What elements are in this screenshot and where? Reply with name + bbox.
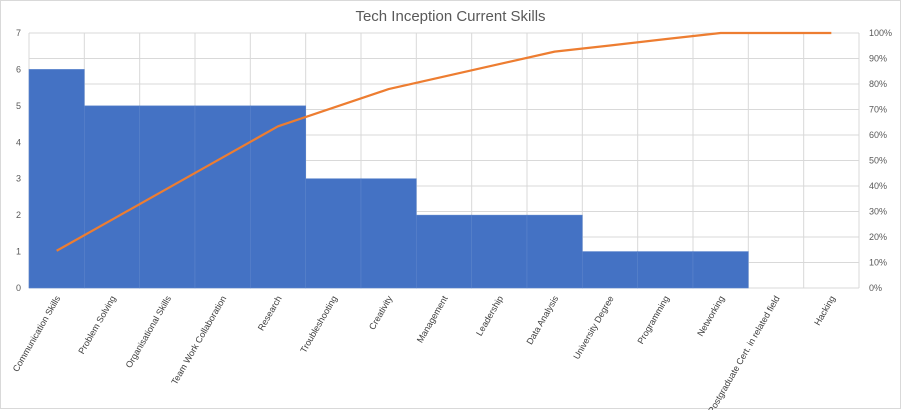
y2-tick-label: 70% xyxy=(869,105,887,115)
bar xyxy=(250,105,306,289)
x-tick-label: Hacking xyxy=(812,294,837,327)
y-tick-label: 2 xyxy=(16,210,21,220)
y2-tick-label: 10% xyxy=(869,258,887,268)
bar xyxy=(139,105,196,289)
bar xyxy=(360,178,417,289)
cumulative-line xyxy=(56,31,832,252)
bar xyxy=(692,251,749,289)
y-tick-label: 5 xyxy=(16,101,21,111)
y-tick-label: 4 xyxy=(16,137,21,147)
y-tick-label: 3 xyxy=(16,174,21,184)
y2-tick-label: 40% xyxy=(869,181,887,191)
x-tick-label: Research xyxy=(256,294,284,332)
y2-tick-label: 30% xyxy=(869,207,887,217)
y2-tick-label: 60% xyxy=(869,130,887,140)
y-tick-label: 0 xyxy=(16,283,21,293)
x-tick-label: Leadership xyxy=(474,294,505,338)
x-tick-label: Programming xyxy=(635,294,671,346)
x-tick-label: Data Analysis xyxy=(524,294,560,347)
y2-tick-label: 100% xyxy=(869,28,892,38)
x-tick-label: Communication Skills xyxy=(11,294,63,374)
bar xyxy=(582,251,638,289)
bar xyxy=(471,214,528,289)
bar xyxy=(526,214,583,289)
x-tick-label: Team Work Collaboration xyxy=(169,294,228,386)
bar xyxy=(637,251,694,289)
y2-tick-label: 90% xyxy=(869,54,887,64)
y2-tick-label: 80% xyxy=(869,79,887,89)
x-tick-label: Networking xyxy=(695,294,726,338)
y-tick-label: 6 xyxy=(16,64,21,74)
y2-tick-label: 20% xyxy=(869,232,887,242)
x-tick-label: Creativity xyxy=(367,294,395,332)
chart-title: Tech Inception Current Skills xyxy=(355,8,546,25)
y2-tick-label: 50% xyxy=(869,156,887,166)
bar xyxy=(305,178,362,289)
x-tick-label: Problem Solving xyxy=(76,294,117,356)
bar xyxy=(416,214,472,289)
y-tick-label: 7 xyxy=(16,28,21,38)
bar xyxy=(194,105,251,289)
bar xyxy=(28,69,85,289)
y-tick-label: 1 xyxy=(16,247,21,257)
y2-tick-label: 0% xyxy=(869,283,882,293)
x-tick-label: University Degree xyxy=(571,294,615,361)
bar xyxy=(84,105,140,289)
x-tick-label: Organisational Skills xyxy=(124,294,174,370)
x-tick-label: Troubleshooting xyxy=(298,294,339,355)
x-tick-label: Management xyxy=(415,294,450,345)
